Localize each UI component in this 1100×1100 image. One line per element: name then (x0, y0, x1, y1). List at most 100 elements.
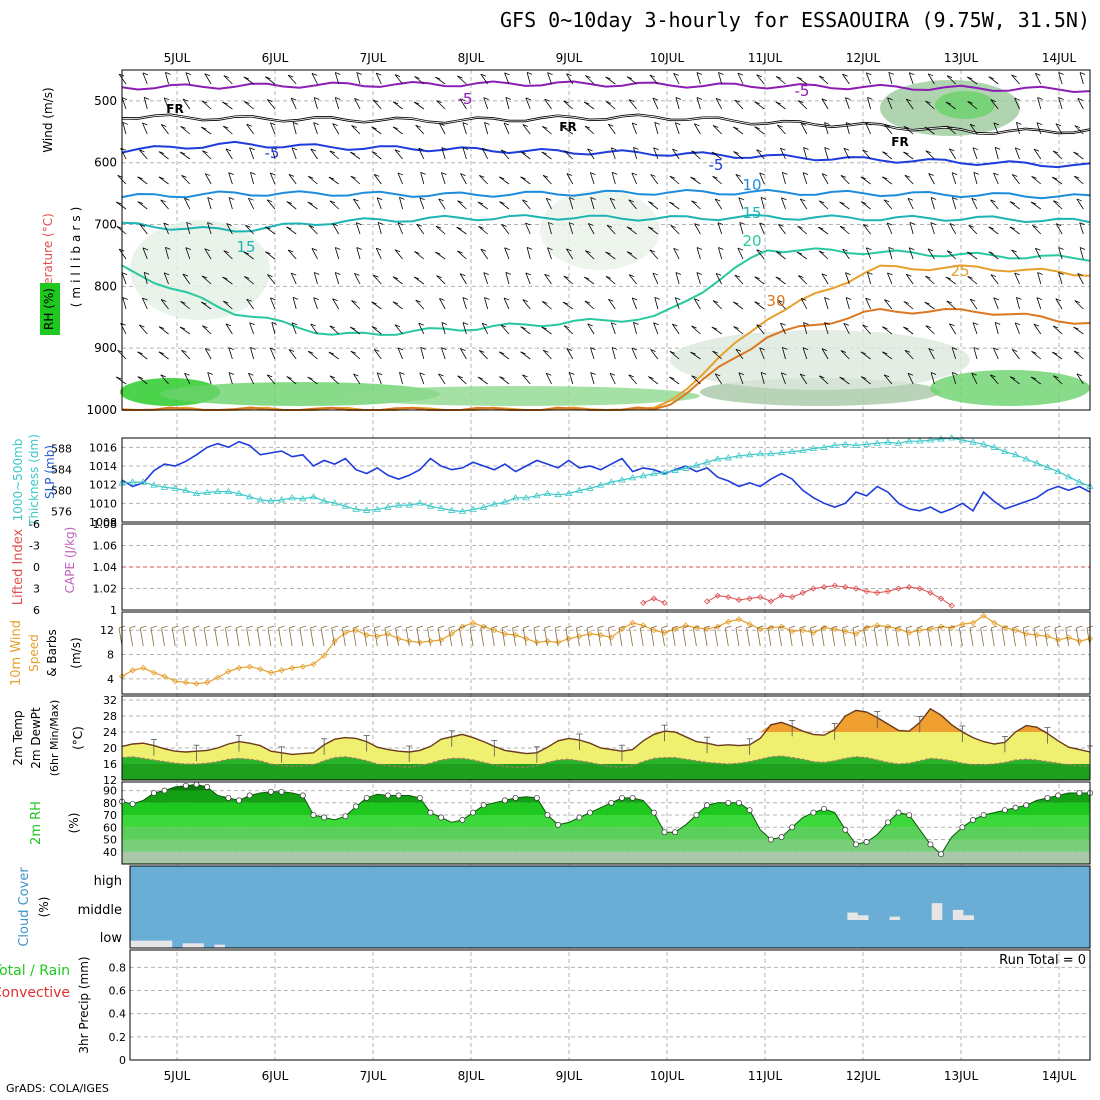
wind-barb-flag (292, 122, 299, 125)
rh-point (501, 797, 508, 804)
wind10m-barb-flag (916, 625, 923, 629)
cape-tick: 1.06 (93, 540, 118, 553)
wind-barb (222, 276, 233, 285)
wind-barb (460, 348, 467, 360)
wind-barb-flag (737, 247, 744, 251)
wind-barb-flag (845, 297, 852, 300)
wind-barb-flag (1077, 273, 1083, 276)
wind-barb-flag (945, 276, 952, 280)
wind10m-barb (767, 627, 772, 647)
thickness-point (607, 478, 616, 485)
wind-barb-flag (945, 101, 952, 105)
wind-barb-flag (414, 76, 420, 79)
wind-barb (649, 249, 659, 260)
thickness-point (288, 494, 296, 501)
wind10m-barb (278, 627, 282, 647)
wind10m-barb (746, 627, 750, 647)
wind-barb (903, 301, 914, 310)
wind-barb (818, 375, 829, 385)
wind-speed-point (969, 619, 977, 626)
wind-barb (802, 172, 808, 185)
wind-barb (590, 347, 595, 360)
wind-barb-flag (520, 176, 526, 180)
wind-barb-flag (569, 372, 575, 375)
wind-barb (399, 197, 403, 210)
rh-point (789, 824, 796, 831)
wind-barb-flag (419, 372, 425, 376)
wind-barb-flag (350, 350, 357, 354)
precip-tick: 0.8 (109, 961, 127, 974)
rh-band (122, 784, 1090, 791)
wind-barb (733, 301, 744, 310)
wind-barb-flag (863, 224, 869, 227)
wind-barb-flag (675, 122, 681, 126)
wind-barb (951, 347, 957, 360)
wind-barb (376, 372, 382, 385)
wind-barb (181, 350, 191, 360)
wind-barb (207, 197, 212, 210)
wind-barb-flag (180, 301, 186, 304)
wind-barb-flag (292, 297, 299, 300)
wind-barb (522, 199, 531, 210)
wind-barb (990, 274, 999, 285)
wind-barb (399, 372, 403, 385)
wind-speed-point (129, 667, 136, 674)
ylabel-wind-units: (m/s) (69, 637, 83, 668)
wind-barb (824, 147, 829, 160)
wind-barb-flag (654, 297, 660, 300)
wind-barb (778, 224, 786, 235)
wind10m-barb (490, 627, 495, 647)
wind10m-barb (427, 627, 431, 647)
rh-shading (935, 91, 995, 119)
wind-barb (669, 175, 680, 185)
wind-barb (907, 198, 914, 210)
wind10m-barb-flag (799, 625, 806, 629)
wind-barb (228, 172, 233, 185)
wind-barb (1032, 225, 1042, 235)
wind10m-barb-flag (810, 625, 817, 629)
wind-barb-flag (672, 148, 678, 152)
wind-barb (478, 350, 488, 360)
wind-barb (1076, 373, 1084, 385)
wind-barb (865, 122, 871, 135)
wind10m-barb-flag (427, 625, 434, 629)
wind-barb-flag (392, 126, 399, 130)
wind-barb (818, 226, 829, 235)
wind-barb-flag (419, 197, 425, 201)
wind10m-barb-flag (586, 625, 594, 629)
thickness-point (384, 503, 392, 510)
wind-barb (271, 322, 276, 335)
wind-barb (520, 176, 531, 185)
thickness-point (916, 437, 924, 444)
wind-barb-flag (181, 349, 187, 353)
wind-barb (691, 200, 701, 210)
wind-barb (648, 376, 659, 385)
wind-barb (225, 148, 233, 160)
wind-barb-flag (158, 151, 165, 155)
wind-barb-flag (1079, 72, 1086, 75)
wind-barb (610, 322, 616, 335)
wind-barb-flag (760, 372, 767, 375)
wind-barb-flag (335, 72, 341, 75)
wind-barb (946, 250, 956, 260)
wind-barb (924, 126, 935, 135)
wind-barb (735, 349, 744, 360)
wind-barb-flag (904, 174, 911, 178)
wind-speed-point (480, 623, 487, 630)
wind-barb-flag (775, 251, 782, 254)
wind-barb-flag (590, 172, 596, 175)
wind-barb-flag (246, 298, 252, 302)
wind-barb (202, 150, 212, 160)
wind-barb (628, 199, 637, 210)
wind-barb-flag (993, 172, 999, 176)
wind-barb-flag (797, 225, 803, 229)
ylabel-10m-wind: 10m Wind (9, 620, 24, 686)
rh-point (384, 792, 391, 799)
wind-barb-flag (1053, 200, 1059, 204)
wind-barb-flag (329, 150, 336, 154)
slp-tick: 1016 (89, 441, 117, 454)
wind-barb (483, 272, 489, 285)
wind10m-barb-flag (1065, 625, 1072, 629)
thickness-point (192, 489, 201, 497)
wind-barb (691, 375, 701, 385)
